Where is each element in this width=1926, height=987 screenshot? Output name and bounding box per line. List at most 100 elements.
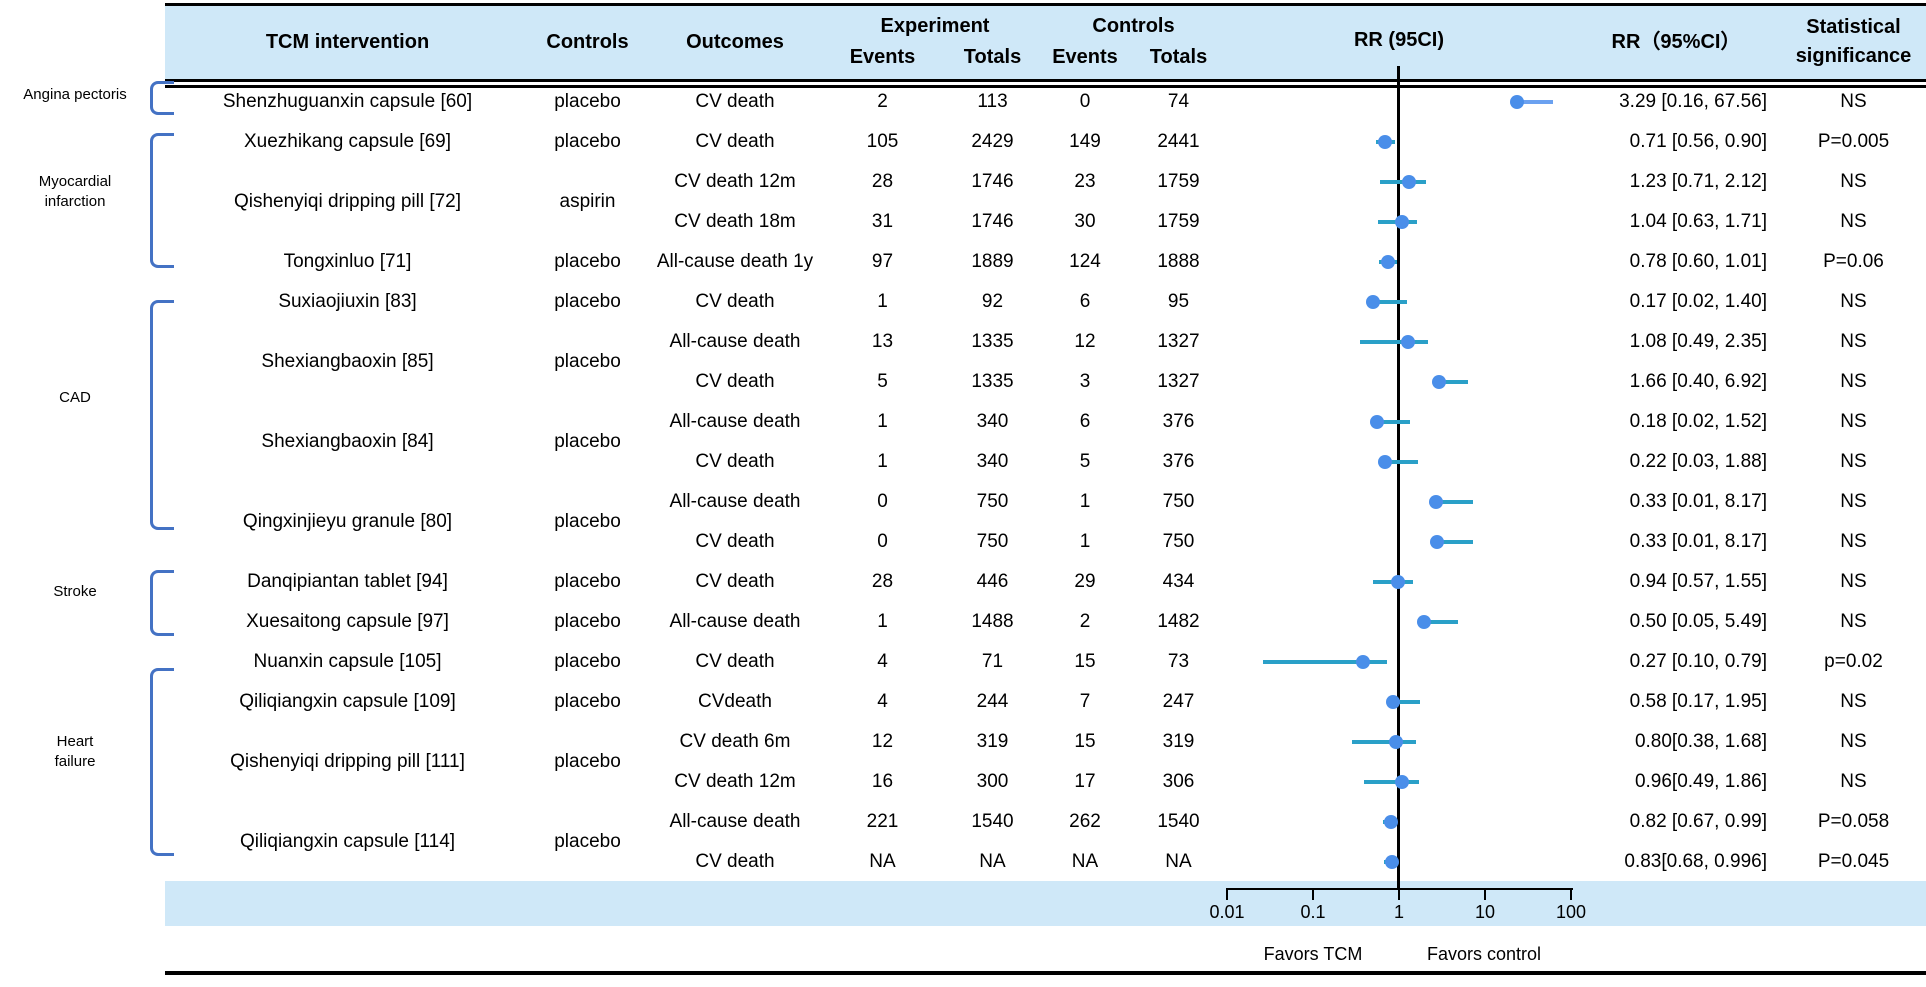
cell-rr-95ci: 0.33 [0.01, 8.17]: [1629, 491, 1767, 512]
group-label: Heart failure: [0, 732, 150, 772]
group-label-line: CAD: [59, 389, 91, 406]
cell-experiment-events: 1: [877, 291, 888, 312]
point-estimate-dot: [1386, 695, 1401, 709]
cell-controls-events: 17: [1074, 771, 1096, 792]
cell-controls-events: 0: [1079, 91, 1091, 112]
cell-controls-totals: 434: [1162, 571, 1195, 592]
cell-rr-95ci: 0.80[0.38, 1.68]: [1634, 731, 1767, 752]
cell-controls-totals: 1540: [1157, 811, 1200, 832]
cell-rr-95ci: 0.22 [0.03, 1.88]: [1629, 451, 1767, 472]
group-label: CAD: [0, 388, 150, 408]
cell-controls-totals: 376: [1162, 411, 1195, 432]
cell-significance: P=0.06: [1823, 251, 1884, 272]
cell-controls-totals: 74: [1167, 91, 1190, 112]
group-bracket: [150, 668, 174, 856]
cell-experiment-events: 0: [877, 491, 888, 512]
cell-control: placebo: [554, 431, 621, 452]
cell-intervention: Qiliqiangxin capsule [109]: [239, 691, 456, 712]
column-header-experiment-events: Events: [849, 46, 916, 68]
group-label: Stroke: [0, 582, 150, 602]
cell-outcome: CV death: [695, 91, 775, 112]
cell-significance: p=0.02: [1824, 651, 1883, 672]
cell-intervention: Suxiaojiuxin [83]: [278, 291, 417, 312]
cell-controls-events: 23: [1074, 171, 1096, 192]
cell-outcome: All-cause death: [669, 331, 801, 352]
cell-controls-events: 15: [1074, 731, 1096, 752]
column-header-controls: Controls: [546, 31, 629, 53]
cell-intervention: Shexiangbaoxin [84]: [261, 431, 434, 452]
cell-controls-events: 1: [1079, 491, 1091, 512]
cell-experiment-totals: 340: [976, 411, 1009, 432]
cell-outcome: CV death: [695, 131, 775, 152]
column-header-controls-totals: Totals: [1149, 46, 1208, 68]
cell-significance: NS: [1840, 91, 1867, 112]
cell-rr-95ci: 1.04 [0.63, 1.71]: [1629, 211, 1767, 232]
favors-control-label: Favors control: [1426, 944, 1542, 964]
cell-experiment-totals: 750: [976, 491, 1009, 512]
cell-significance: NS: [1840, 291, 1867, 312]
point-estimate-dot: [1401, 175, 1416, 189]
x-axis-tick-label: 100: [1555, 902, 1587, 922]
cell-experiment-totals: 340: [976, 451, 1009, 472]
cell-significance: NS: [1840, 611, 1867, 632]
cell-control: placebo: [554, 131, 621, 152]
cell-controls-totals: 73: [1167, 651, 1190, 672]
cell-controls-totals: 306: [1162, 771, 1195, 792]
cell-controls-totals: 1759: [1157, 211, 1200, 232]
cell-experiment-events: 28: [871, 571, 894, 592]
cell-significance: NS: [1840, 331, 1867, 352]
cell-outcome: CV death: [695, 571, 775, 592]
cell-significance: NS: [1840, 171, 1867, 192]
cell-controls-totals: 750: [1162, 531, 1195, 552]
top-rule: [165, 3, 1926, 6]
cell-experiment-totals: 92: [981, 291, 1004, 312]
cell-experiment-events: 221: [866, 811, 899, 832]
cell-outcome: CV death: [695, 651, 775, 672]
point-estimate-dot: [1395, 215, 1410, 229]
cell-intervention: Shenzhuguanxin capsule [60]: [222, 91, 473, 112]
cell-significance: NS: [1840, 451, 1867, 472]
cell-intervention: Qishenyiqi dripping pill [111]: [230, 751, 465, 772]
cell-controls-events: 6: [1079, 291, 1091, 312]
cell-outcome: CV death: [695, 531, 775, 552]
cell-experiment-events: 13: [871, 331, 894, 352]
group-bracket: [150, 81, 174, 115]
point-estimate-dot: [1385, 855, 1400, 869]
point-estimate-dot: [1355, 655, 1370, 669]
cell-rr-95ci: 0.82 [0.67, 0.99]: [1629, 811, 1767, 832]
cell-control: placebo: [554, 91, 621, 112]
cell-controls-events: 29: [1074, 571, 1096, 592]
cell-controls-events: NA: [1071, 851, 1099, 872]
cell-experiment-totals: 2429: [971, 131, 1014, 152]
cell-intervention: Danqipiantan tablet [94]: [247, 571, 448, 592]
reference-line-rr1: [1397, 66, 1400, 890]
point-estimate-dot: [1369, 415, 1384, 429]
cell-outcome: CV death 12m: [674, 171, 796, 192]
cell-experiment-totals: 113: [977, 91, 1008, 112]
ci-line: [1351, 740, 1416, 744]
column-header-experiment-totals: Totals: [963, 46, 1022, 68]
cell-experiment-events: 28: [871, 171, 894, 192]
cell-outcome: CV death 6m: [679, 731, 791, 752]
cell-rr-95ci: 0.17 [0.02, 1.40]: [1629, 291, 1767, 312]
cell-experiment-totals: 1335: [971, 371, 1014, 392]
group-label-line: Heart: [56, 733, 94, 750]
cell-outcome: All-cause death: [669, 411, 801, 432]
cell-experiment-totals: 300: [976, 771, 1009, 792]
column-header-controls-group: Controls: [1092, 15, 1175, 37]
cell-controls-events: 7: [1079, 691, 1091, 712]
cell-significance: NS: [1840, 571, 1867, 592]
cell-control: aspirin: [559, 191, 616, 212]
x-axis-tick-label: 1: [1393, 902, 1404, 922]
cell-outcome: CV death 12m: [674, 771, 796, 792]
point-estimate-dot: [1377, 135, 1392, 149]
cell-outcome: All-cause death: [669, 611, 801, 632]
cell-controls-totals: 2441: [1157, 131, 1200, 152]
cell-controls-events: 5: [1079, 451, 1091, 472]
cell-outcome: CV death: [695, 851, 775, 872]
cell-experiment-events: 2: [877, 91, 888, 112]
group-label-line: failure: [54, 753, 96, 770]
column-header-controls-events: Events: [1052, 46, 1118, 68]
cell-outcome: CV death: [695, 291, 775, 312]
